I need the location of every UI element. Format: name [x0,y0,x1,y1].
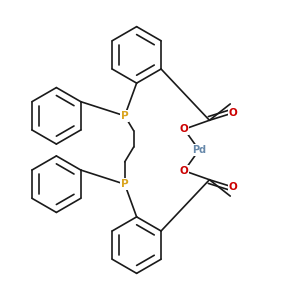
Text: Pd: Pd [192,145,206,155]
Text: P: P [121,179,128,189]
Text: O: O [229,182,238,192]
Text: O: O [180,166,189,176]
Text: O: O [229,108,238,118]
Text: P: P [121,111,128,121]
Text: O: O [180,124,189,134]
